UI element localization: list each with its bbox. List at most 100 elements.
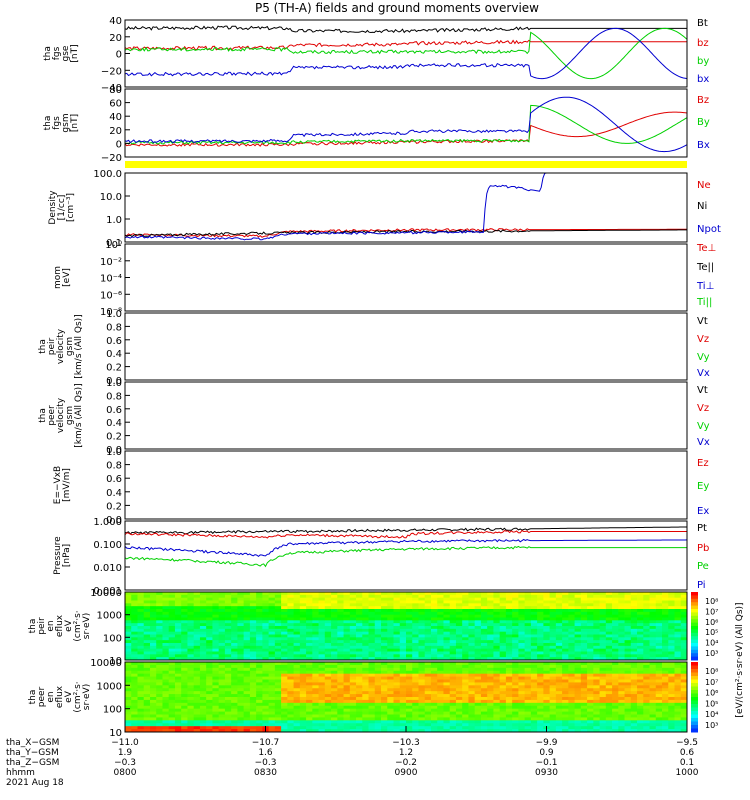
heat-cell	[149, 617, 157, 621]
heat-cell	[312, 592, 319, 596]
heat-cell	[143, 726, 151, 730]
heat-cell	[462, 617, 469, 621]
heat-cell	[674, 620, 682, 624]
heat-cell	[406, 643, 413, 647]
heat-cell	[187, 688, 195, 692]
heat-cell	[281, 640, 288, 644]
heat-cell	[662, 685, 669, 689]
heat-cell	[212, 699, 220, 704]
x-row-label: tha_Z−GSM	[6, 758, 59, 768]
heat-cell	[349, 708, 357, 712]
heat-cell	[668, 711, 675, 715]
heat-cell	[293, 717, 301, 721]
legend-Npot: Npot	[697, 224, 721, 235]
heat-cell	[199, 729, 207, 733]
heat-cell	[243, 697, 251, 701]
heat-cell	[505, 640, 513, 644]
heat-cell	[462, 679, 469, 683]
heat-cell	[555, 631, 563, 635]
heat-cell	[237, 717, 245, 721]
heat-cell	[125, 611, 132, 616]
heat-cell	[362, 651, 369, 655]
heat-cell	[580, 673, 588, 677]
heat-cell	[674, 694, 682, 698]
heat-cell	[406, 697, 413, 701]
y-axis-label-line: en	[46, 691, 56, 702]
heat-cell	[399, 643, 407, 647]
heat-cell	[449, 705, 457, 710]
heat-cell	[368, 643, 376, 647]
heat-cell	[231, 651, 238, 655]
heat-cell	[237, 648, 245, 652]
heat-cell	[324, 682, 332, 686]
panel-frame	[124, 172, 688, 243]
heat-cell	[524, 623, 532, 627]
heat-cell	[680, 717, 688, 721]
heat-cell	[349, 705, 357, 710]
heat-cell	[218, 643, 226, 647]
heat-cell	[224, 708, 232, 712]
heat-cell	[218, 640, 226, 644]
heat-cell	[125, 664, 132, 669]
heat-cell	[237, 676, 245, 680]
heat-cell	[387, 679, 394, 683]
heat-cell	[612, 662, 619, 666]
heat-cell	[680, 651, 688, 655]
heat-cell	[680, 606, 688, 610]
heat-cell	[643, 691, 650, 695]
heat-cell	[637, 648, 644, 652]
heat-cell	[243, 617, 251, 621]
heat-cell	[293, 685, 301, 689]
heat-cell	[412, 673, 419, 677]
heat-cell	[443, 634, 451, 638]
heat-cell	[393, 648, 401, 652]
heat-cell	[412, 594, 419, 599]
heat-cell	[137, 645, 145, 650]
heat-cell	[231, 682, 238, 686]
heat-cell	[293, 714, 301, 718]
heat-cell	[524, 592, 532, 596]
heat-cell	[462, 609, 469, 613]
heat-cell	[249, 667, 257, 672]
heat-cell	[293, 592, 301, 596]
heat-cell	[343, 662, 351, 666]
heat-cell	[655, 673, 663, 677]
heat-cell	[437, 708, 444, 712]
heat-cell	[312, 694, 319, 698]
heat-cell	[281, 708, 288, 712]
heat-cell	[162, 705, 170, 710]
heat-cell	[568, 609, 575, 613]
heat-cell	[287, 611, 294, 616]
heat-cell	[568, 726, 575, 730]
heat-cell	[299, 697, 307, 701]
heat-cell	[356, 729, 363, 733]
heat-cell	[168, 609, 176, 613]
heat-cell	[387, 620, 394, 624]
heat-cell	[618, 594, 625, 599]
heat-cell	[143, 702, 151, 707]
heat-cell	[362, 592, 369, 596]
heat-cell	[262, 617, 270, 621]
heat-cell	[249, 600, 257, 604]
heat-cell	[125, 592, 132, 596]
colorbar-segment	[691, 598, 698, 603]
heat-cell	[612, 697, 619, 701]
colorbar-segment	[691, 707, 698, 712]
heat-cell	[605, 726, 613, 730]
heat-cell	[237, 645, 245, 650]
heat-cell	[349, 643, 357, 647]
heat-cell	[618, 679, 625, 683]
heat-cell	[125, 606, 132, 610]
heat-cell	[218, 699, 226, 704]
heat-cell	[605, 651, 613, 655]
heat-cell	[624, 694, 632, 698]
heat-cell	[137, 623, 145, 627]
heat-cell	[174, 726, 182, 730]
heat-cell	[206, 648, 213, 652]
heat-cell	[318, 664, 326, 669]
heat-cell	[518, 679, 526, 683]
heat-cell	[668, 673, 675, 677]
heat-cell	[181, 617, 188, 621]
heat-cell	[306, 620, 313, 624]
heat-cell	[343, 626, 351, 630]
